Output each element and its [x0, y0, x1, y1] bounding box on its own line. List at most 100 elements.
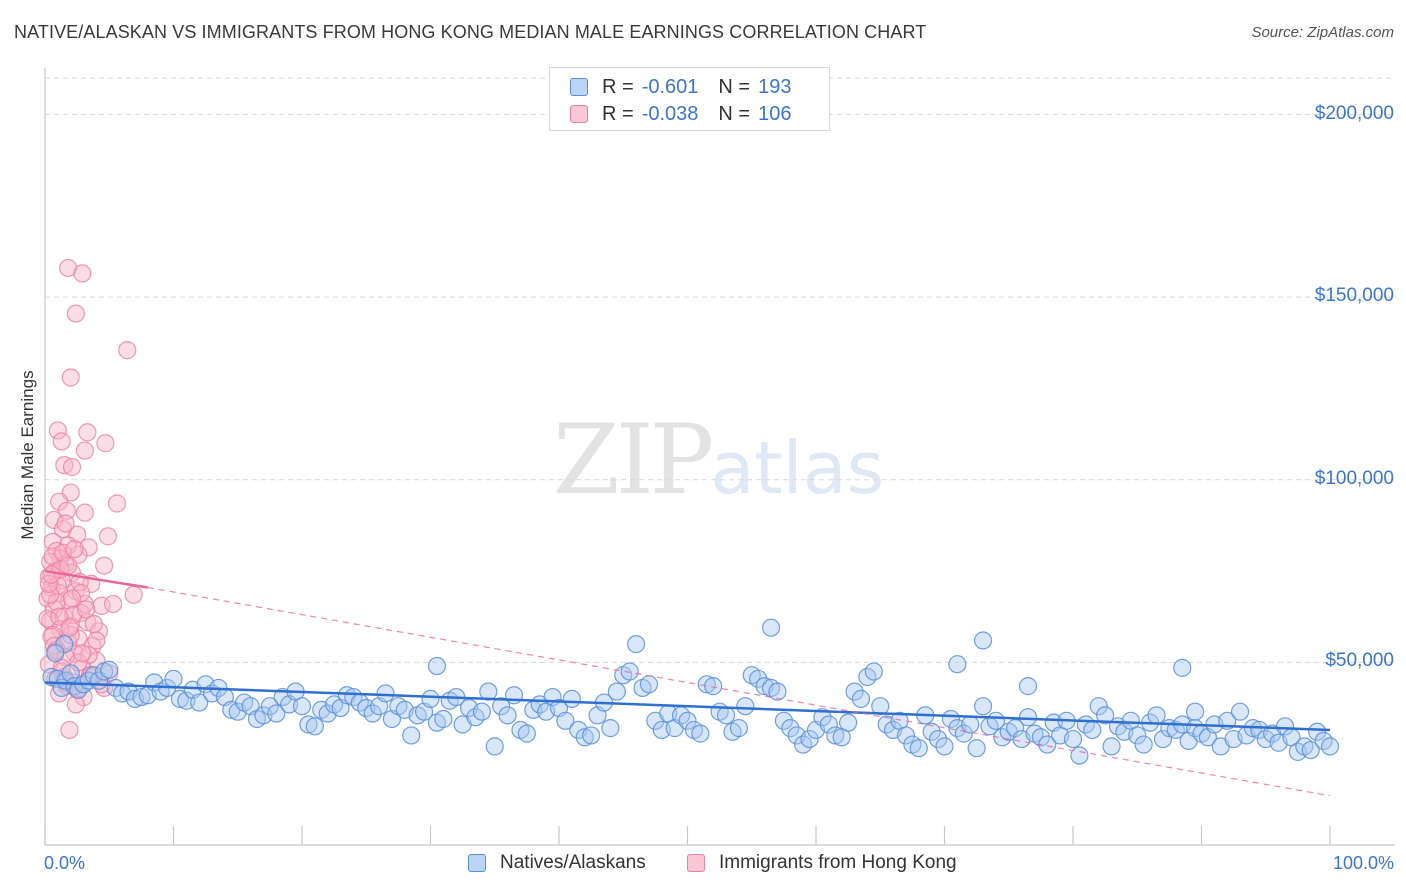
- data-point-natives: [363, 704, 382, 723]
- series-legend: Natives/Alaskans Immigrants from Hong Ko…: [0, 852, 1406, 878]
- data-point-natives: [402, 726, 421, 745]
- data-point-natives: [492, 697, 511, 716]
- trend-line-hongkong-dashed: [147, 586, 1331, 797]
- data-point-hongkong: [75, 441, 94, 460]
- data-point-natives: [46, 644, 65, 663]
- data-point-hongkong: [104, 594, 123, 614]
- data-point-hongkong: [59, 258, 78, 278]
- watermark-zip: ZIP: [553, 404, 714, 516]
- data-point-hongkong: [95, 556, 114, 575]
- legend-label-hongkong: Immigrants from Hong Kong: [719, 852, 957, 873]
- data-point-natives: [1096, 706, 1115, 725]
- data-point-hongkong: [61, 368, 80, 387]
- data-point-natives: [961, 715, 980, 734]
- data-point-hongkong: [77, 600, 96, 619]
- data-point-natives: [973, 631, 993, 650]
- data-point-natives: [1083, 720, 1102, 740]
- data-point-natives: [691, 724, 710, 743]
- data-point-natives: [935, 737, 954, 756]
- data-point-natives: [1102, 737, 1121, 756]
- data-point-natives: [864, 662, 883, 681]
- y-tick-label: $200,000: [1314, 102, 1394, 124]
- data-point-natives: [575, 728, 594, 747]
- data-point-natives: [434, 709, 453, 729]
- y-tick-label: $150,000: [1314, 285, 1394, 307]
- legend-item-natives: Natives/Alaskans: [468, 852, 646, 874]
- data-point-natives: [768, 682, 787, 701]
- legend-swatch-blue: [468, 854, 486, 872]
- data-point-hongkong: [48, 421, 67, 440]
- data-point-natives: [267, 704, 286, 723]
- data-point-natives: [620, 662, 639, 681]
- data-point-hongkong: [79, 538, 98, 557]
- x-tick-label-min: 0.0%: [44, 853, 86, 873]
- trend-lines: [44, 569, 1331, 797]
- legend-r-label: R =: [602, 102, 634, 125]
- legend-swatch-blue: [570, 78, 588, 96]
- data-point-hongkong: [87, 631, 106, 650]
- data-point-natives: [871, 697, 890, 716]
- legend-label-natives: Natives/Alaskans: [500, 852, 646, 873]
- data-point-hongkong: [79, 645, 98, 665]
- series-natives-alaskans: [42, 618, 1340, 765]
- data-point-natives: [1173, 658, 1192, 677]
- data-point-natives: [704, 677, 723, 696]
- data-point-natives: [839, 713, 858, 732]
- grid-lines: [45, 77, 1395, 663]
- data-point-natives: [292, 697, 312, 716]
- data-point-hongkong: [59, 556, 78, 575]
- data-point-natives: [100, 660, 119, 679]
- data-point-natives: [851, 689, 871, 709]
- watermark: ZIPatlas: [553, 404, 884, 516]
- trend-line-natives: [44, 681, 1331, 732]
- data-point-natives: [1018, 708, 1038, 727]
- data-point-natives: [1018, 677, 1038, 696]
- data-point-natives: [170, 689, 190, 709]
- data-point-hongkong: [98, 527, 118, 546]
- data-point-natives: [190, 693, 209, 712]
- data-point-natives: [749, 669, 768, 688]
- data-point-natives: [909, 739, 928, 758]
- data-point-hongkong: [50, 492, 69, 511]
- data-point-hongkong: [75, 503, 94, 522]
- data-point-hongkong: [92, 596, 111, 615]
- data-point-hongkong: [78, 423, 97, 442]
- data-point-natives: [1301, 740, 1320, 760]
- data-point-hongkong: [71, 583, 91, 603]
- data-point-natives: [800, 729, 819, 749]
- data-point-hongkong: [107, 494, 127, 513]
- data-point-natives: [729, 719, 749, 738]
- x-tick-label-max: 100.0%: [1332, 853, 1394, 873]
- data-point-hongkong: [66, 304, 85, 323]
- data-point-natives: [601, 719, 620, 738]
- data-point-natives: [472, 702, 491, 721]
- data-point-hongkong: [65, 644, 84, 663]
- data-point-natives: [954, 724, 973, 743]
- legend-r-value: -0.601: [641, 75, 699, 98]
- data-point-natives: [1070, 746, 1089, 765]
- axes: [44, 68, 1395, 846]
- data-point-natives: [1230, 702, 1250, 721]
- trend-line-hongkong-solid: [44, 569, 148, 589]
- data-point-hongkong: [66, 695, 85, 714]
- data-point-natives: [1063, 729, 1083, 749]
- data-point-natives: [1147, 706, 1166, 725]
- data-point-hongkong: [47, 593, 66, 612]
- data-point-natives: [716, 706, 736, 725]
- legend-row-natives: R = -0.601 N = 193: [570, 74, 791, 100]
- data-point-natives: [1308, 722, 1327, 741]
- legend-r-value: -0.038: [641, 102, 699, 125]
- correlation-legend: R = -0.601 N = 193 R = -0.038 N = 106: [549, 67, 830, 131]
- data-point-natives: [562, 689, 581, 709]
- data-point-natives: [582, 726, 601, 745]
- data-point-natives: [922, 722, 941, 741]
- data-point-natives: [819, 715, 838, 734]
- data-point-hongkong: [60, 720, 79, 740]
- watermark-atlas: atlas: [710, 426, 885, 510]
- data-point-natives: [498, 706, 517, 725]
- series-immigrants-hong-kong: [38, 258, 143, 740]
- data-point-natives: [781, 719, 800, 738]
- data-point-hongkong: [52, 432, 71, 451]
- data-point-natives: [1134, 735, 1153, 754]
